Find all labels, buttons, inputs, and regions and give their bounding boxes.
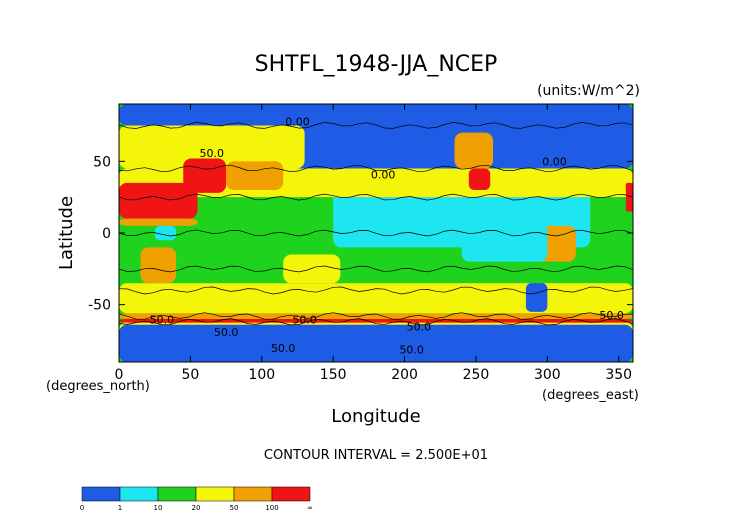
- colorbar-label: 1: [118, 504, 122, 512]
- contour-line: [119, 265, 633, 273]
- field-region: [625, 182, 633, 212]
- contour-label: 50.0: [407, 320, 432, 333]
- y-axis-ticks: -50 0 50: [88, 154, 633, 314]
- x-tick-label: 200: [391, 367, 418, 383]
- field-region: [119, 104, 633, 126]
- contour-label: 50.0: [292, 313, 317, 326]
- colorbar-label: 100: [265, 504, 278, 512]
- colorbar-swatch: [195, 486, 235, 502]
- colorbar: 0 1 10 20 50 100 ∞: [80, 486, 313, 512]
- contour-label: 0.00: [542, 156, 567, 169]
- contour-line: [119, 122, 633, 129]
- x-axis-ticks: 0 50 100 150 200 250 300 350: [115, 104, 632, 383]
- field-region: [140, 247, 177, 284]
- contour-label: 50.0: [599, 309, 624, 322]
- colorbar-swatch: [81, 486, 121, 502]
- field-region: [119, 182, 198, 219]
- x-tick-label: 350: [605, 367, 632, 383]
- contour-line: [119, 286, 633, 295]
- colorbar-label: 20: [192, 504, 201, 512]
- x-tick-label: 50: [181, 367, 199, 383]
- y-unit-note: (degrees_north): [46, 379, 150, 394]
- y-tick-label: -50: [88, 298, 111, 314]
- field-region: [525, 283, 548, 312]
- colorbar-swatch: [157, 486, 197, 502]
- field-regions: [119, 104, 633, 362]
- x-axis-label: Longitude: [331, 406, 421, 427]
- contour-label: 50.0: [399, 343, 424, 356]
- field-region: [119, 319, 633, 323]
- field-region: [119, 218, 198, 226]
- field-region: [468, 168, 491, 190]
- field-region: [119, 324, 633, 362]
- contour-lines: [119, 122, 633, 326]
- colorbar-swatch: [271, 486, 311, 502]
- contour-label: 0.00: [371, 169, 396, 182]
- colorbar-label: 10: [154, 504, 163, 512]
- colorbar-label: 0: [80, 504, 84, 512]
- contour-label: 50.0: [150, 313, 175, 326]
- contour-line: [119, 312, 633, 320]
- x-tick-label: 250: [463, 367, 490, 383]
- plot-area: 0.00 50.0 0.00 0.00 50.0 50.0 50.0 50.0 50.0 50.0…: [119, 104, 633, 362]
- field-region: [154, 225, 177, 241]
- contour-label: 0.00: [285, 116, 310, 129]
- x-tick-label: 100: [248, 367, 275, 383]
- field-region: [454, 132, 494, 169]
- x-tick-label: 300: [534, 367, 561, 383]
- contour-labels: 0.00 50.0 0.00 0.00 50.0 50.0 50.0 50.0 50.0 50.0…: [150, 116, 624, 357]
- x-unit-note: (degrees_east): [542, 388, 639, 403]
- x-tick-label: 150: [320, 367, 347, 383]
- contour-label: 50.0: [214, 326, 239, 339]
- colorbar-label: ∞: [307, 504, 313, 512]
- colorbar-swatch: [119, 486, 159, 502]
- y-tick-label: 50: [93, 154, 111, 170]
- contour-line: [119, 318, 633, 326]
- colorbar-label: 50: [230, 504, 239, 512]
- field-region: [183, 158, 227, 193]
- units-label: (units:W/m^2): [537, 83, 640, 99]
- contour-line: [119, 193, 633, 201]
- contour-label: 50.0: [271, 342, 296, 355]
- field-region: [461, 218, 548, 262]
- field-region: [119, 313, 633, 319]
- contour-interval-note: CONTOUR INTERVAL = 2.500E+01: [264, 448, 488, 463]
- y-axis-label: Latitude: [56, 196, 77, 270]
- colorbar-swatch: [233, 486, 273, 502]
- chart-title: SHTFL_1948-JJA_NCEP: [255, 52, 498, 77]
- contour-line: [119, 229, 633, 237]
- field-region: [119, 125, 305, 169]
- contour-line: [119, 164, 633, 173]
- field-region: [283, 254, 341, 284]
- x-tick-label: 0: [115, 367, 124, 383]
- contour-label: 50.0: [200, 147, 225, 160]
- field-region: [226, 161, 284, 190]
- field-region: [119, 283, 633, 314]
- y-tick-label: 0: [102, 226, 111, 242]
